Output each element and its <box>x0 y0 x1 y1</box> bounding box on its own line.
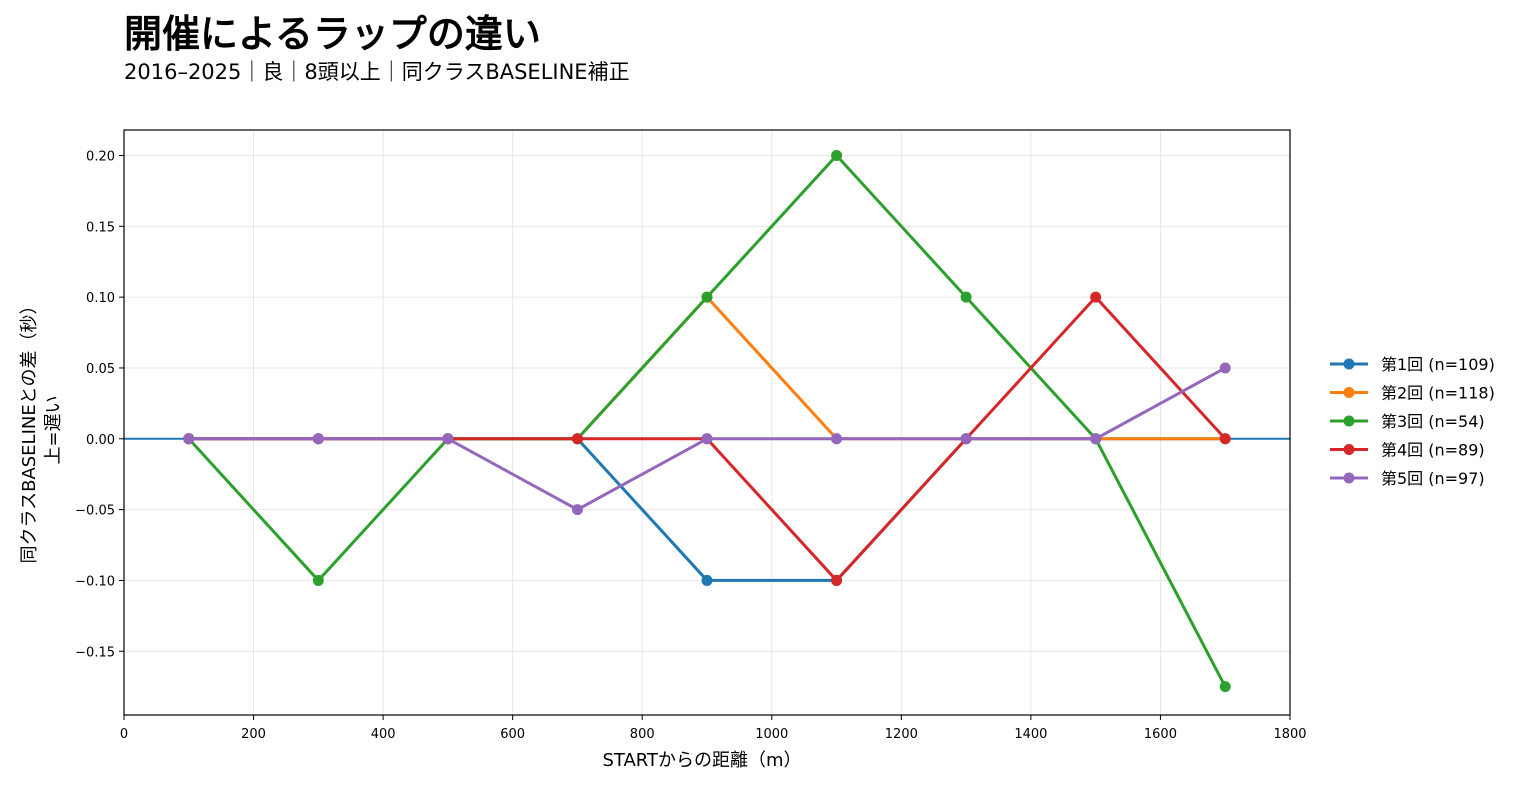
series-5 <box>183 362 1231 516</box>
data-point <box>701 291 713 303</box>
chart-subtitle: 2016–2025｜良｜8頭以上｜同クラスBASELINE補正 <box>124 60 630 84</box>
data-point <box>1090 433 1102 445</box>
y-axis: −0.15 −0.10 −0.05 0.00 0.05 0.10 0.15 0.20 <box>75 149 124 660</box>
y-tick-label: 0.05 <box>86 362 115 377</box>
data-point <box>960 433 972 445</box>
legend: 第1回 (n=109) 第2回 (n=118) 第3回 (n=54) 第4回 (n=8… <box>1330 355 1495 488</box>
plot-frame <box>123 129 1291 716</box>
data-point <box>442 433 454 445</box>
legend-label: 第4回 (n=89) <box>1381 441 1485 460</box>
legend-swatch-marker <box>1343 358 1355 370</box>
x-tick-label: 1200 <box>885 727 918 742</box>
x-tick-label: 1000 <box>755 727 788 742</box>
y-tick-label: −0.10 <box>75 574 115 589</box>
y-tick-label: 0.10 <box>86 291 115 306</box>
x-tick-label: 400 <box>371 727 396 742</box>
data-point <box>831 149 843 161</box>
legend-item: 第1回 (n=109) <box>1330 355 1495 374</box>
data-point <box>960 291 972 303</box>
data-point <box>1090 291 1102 303</box>
data-point <box>1219 433 1231 445</box>
grid-lines <box>123 130 1291 715</box>
legend-item: 第5回 (n=97) <box>1330 469 1485 488</box>
x-axis: 0 200 400 600 800 1000 1200 1400 1600 1800 <box>120 715 1307 742</box>
x-axis-label: STARTからの距離（m） <box>602 750 801 771</box>
y-tick-label: 0.20 <box>86 149 115 164</box>
x-tick-label: 200 <box>241 727 266 742</box>
legend-swatch-marker <box>1343 472 1355 484</box>
x-tick-label: 800 <box>630 727 655 742</box>
data-point <box>701 574 713 586</box>
y-tick-label: −0.15 <box>75 645 115 660</box>
x-tick-label: 1600 <box>1144 727 1177 742</box>
legend-swatch-marker <box>1343 387 1355 398</box>
data-point <box>831 433 843 445</box>
legend-label: 第1回 (n=109) <box>1381 355 1495 374</box>
series-layer <box>183 149 1231 693</box>
series-line <box>187 153 1227 689</box>
legend-swatch-marker <box>1343 415 1355 427</box>
data-point <box>312 433 324 445</box>
series-3 <box>183 149 1231 693</box>
y-tick-label: 0.00 <box>86 433 115 448</box>
legend-label: 第5回 (n=97) <box>1381 469 1485 488</box>
data-point <box>1219 681 1231 693</box>
y-axis-label-note: 上=遅い <box>43 395 64 464</box>
data-point <box>571 504 583 516</box>
x-tick-label: 600 <box>500 727 525 742</box>
x-tick-label: 0 <box>120 727 128 742</box>
y-axis-label: 同クラスBASELINEとの差（秒） <box>19 296 40 563</box>
data-point <box>701 433 713 445</box>
legend-label: 第3回 (n=54) <box>1381 412 1485 431</box>
legend-swatch-marker <box>1343 444 1355 455</box>
x-tick-label: 1400 <box>1014 727 1047 742</box>
y-tick-label: −0.05 <box>75 504 115 519</box>
legend-item: 第4回 (n=89) <box>1330 441 1485 460</box>
legend-item: 第3回 (n=54) <box>1330 412 1485 431</box>
x-tick-label: 1800 <box>1273 727 1306 742</box>
data-point <box>831 574 843 586</box>
data-point <box>312 574 324 586</box>
data-point <box>1219 362 1231 374</box>
data-point <box>571 433 583 445</box>
chart-title: 開催によるラップの違い <box>124 12 541 56</box>
legend-label: 第2回 (n=118) <box>1381 384 1495 403</box>
data-point <box>183 433 195 445</box>
legend-item: 第2回 (n=118) <box>1330 384 1495 403</box>
y-tick-label: 0.15 <box>86 220 115 235</box>
